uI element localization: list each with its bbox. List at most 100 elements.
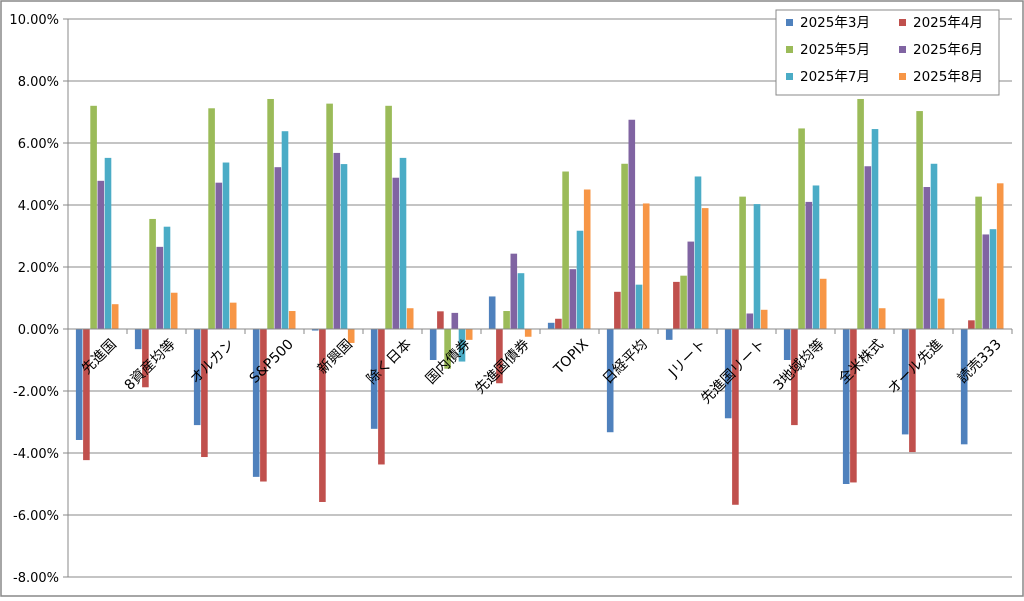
legend-label: 2025年6月 xyxy=(913,42,983,58)
bar xyxy=(989,229,997,329)
bar xyxy=(510,253,518,329)
legend-label: 2025年8月 xyxy=(913,69,983,85)
bar xyxy=(621,163,628,329)
bar xyxy=(642,203,650,329)
bar xyxy=(930,163,938,329)
bar xyxy=(960,329,968,445)
y-tick-label: 8.00% xyxy=(18,75,59,90)
bar xyxy=(923,187,931,329)
legend-swatch xyxy=(899,46,906,53)
bar xyxy=(694,176,702,329)
y-tick-label: -4.00% xyxy=(13,447,59,462)
bars xyxy=(75,98,1004,505)
bar xyxy=(937,298,945,329)
bar xyxy=(340,164,348,329)
bar xyxy=(444,329,451,369)
bar xyxy=(333,152,341,329)
bar xyxy=(319,329,326,502)
bar xyxy=(252,329,260,477)
y-tick-label: -2.00% xyxy=(13,385,59,400)
bar xyxy=(208,108,215,329)
bar xyxy=(465,329,473,340)
bar xyxy=(857,98,864,329)
bar xyxy=(392,177,400,329)
bar xyxy=(267,98,274,329)
legend-label: 2025年5月 xyxy=(800,42,870,58)
bar xyxy=(673,281,680,329)
legend-swatch xyxy=(899,73,906,80)
bar xyxy=(399,157,407,329)
bar xyxy=(111,304,119,329)
bar xyxy=(437,311,444,329)
y-tick-label: 2.00% xyxy=(18,261,59,276)
bar xyxy=(547,322,555,329)
bar xyxy=(134,329,142,350)
bar xyxy=(517,273,525,329)
bar xyxy=(193,329,201,426)
bar xyxy=(170,292,178,329)
bar xyxy=(288,311,296,329)
y-axis-tick-labels: 10.00% 8.00% 6.00% 4.00% 2.00% 0.00% -2.00% -4.… xyxy=(9,13,59,586)
bar xyxy=(215,182,223,329)
bar xyxy=(83,329,90,461)
bar xyxy=(496,329,503,384)
bar xyxy=(665,329,673,340)
bar xyxy=(97,180,105,329)
bar xyxy=(975,196,982,329)
legend-label: 2025年3月 xyxy=(800,15,870,31)
bar xyxy=(732,329,739,505)
y-tick-label: 6.00% xyxy=(18,137,59,152)
bar xyxy=(104,157,112,329)
y-tick-label: -6.00% xyxy=(13,509,59,524)
bar xyxy=(163,226,171,329)
legend-swatch xyxy=(786,73,793,80)
bar xyxy=(260,329,267,482)
bar xyxy=(370,329,378,429)
bar xyxy=(687,241,695,329)
bar xyxy=(311,329,319,331)
bar xyxy=(458,329,466,362)
bar xyxy=(680,275,687,329)
bar xyxy=(569,269,577,329)
bar xyxy=(628,119,636,329)
bar xyxy=(798,128,805,329)
bar xyxy=(562,171,569,329)
bar xyxy=(326,103,333,329)
axes xyxy=(67,19,1013,577)
bar xyxy=(842,329,850,484)
bar xyxy=(347,329,355,343)
bar xyxy=(524,329,532,337)
legend: 2025年3月 2025年4月 2025年5月 2025年6月 2025年7月 2025年… xyxy=(775,9,1000,96)
legend-swatch xyxy=(786,46,793,53)
y-tick-label: 0.00% xyxy=(18,323,59,338)
bar xyxy=(274,167,282,329)
bar xyxy=(878,308,886,329)
bar xyxy=(968,320,975,329)
legend-label: 2025年4月 xyxy=(913,15,983,31)
y-tick-label: 4.00% xyxy=(18,199,59,214)
bar xyxy=(503,311,510,329)
legend-box xyxy=(775,9,1000,96)
bar xyxy=(819,278,827,329)
bar xyxy=(982,234,990,329)
y-tick-label: 10.00% xyxy=(9,13,59,28)
bar xyxy=(739,196,746,329)
bar xyxy=(576,230,584,329)
bar xyxy=(149,218,156,329)
bar xyxy=(701,208,709,329)
legend-label: 2025年7月 xyxy=(800,69,870,85)
bar xyxy=(850,329,857,483)
bar xyxy=(201,329,208,458)
bar xyxy=(429,329,437,360)
bar xyxy=(805,201,813,329)
bar xyxy=(791,329,798,426)
bar xyxy=(156,246,164,329)
bar xyxy=(724,329,732,419)
bar xyxy=(753,204,761,329)
bar xyxy=(281,131,289,329)
bar xyxy=(760,309,768,329)
bar xyxy=(635,284,643,329)
bar xyxy=(75,329,83,440)
